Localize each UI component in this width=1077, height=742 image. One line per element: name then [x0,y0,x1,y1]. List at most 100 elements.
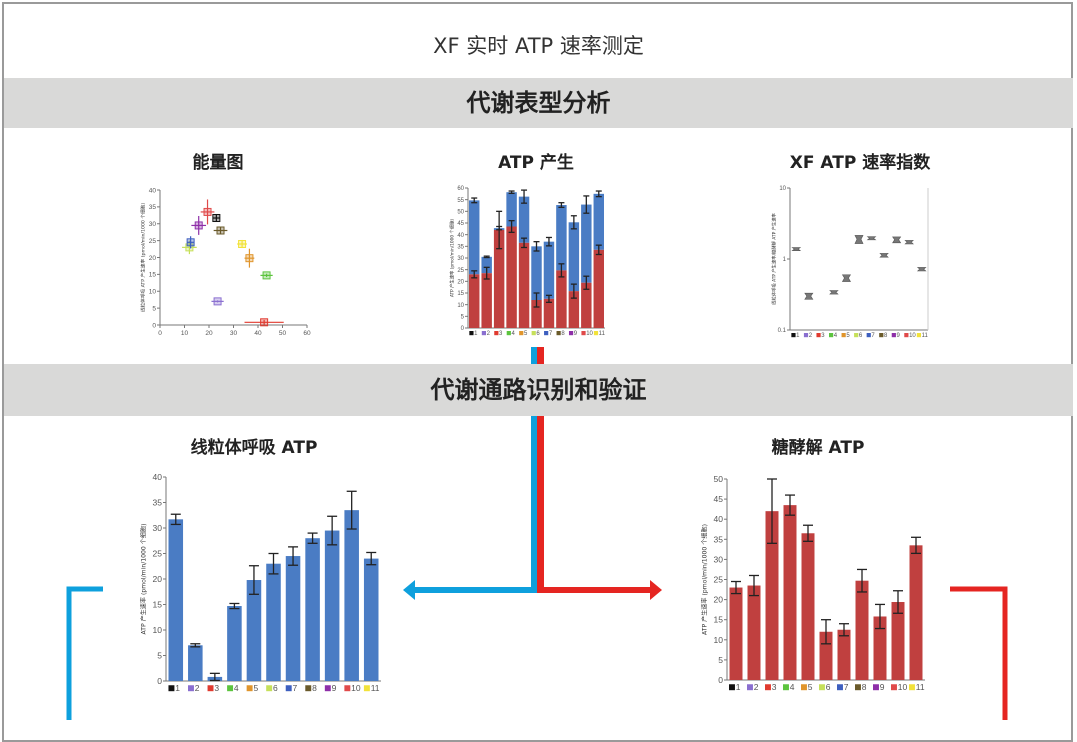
data-point-11 [238,240,247,248]
blue-connector-left [66,586,103,720]
arrow-line-blue-horizontal [412,587,537,593]
legend-swatch [891,333,896,338]
y-tick-label: 15 [457,291,464,297]
bar-mito-2 [481,256,492,274]
y-tick-label: 10 [457,303,464,309]
legend-swatch [266,685,273,692]
bar-mito-4 [506,192,517,227]
legend-swatch [729,684,735,691]
y-tick-label: 55 [457,198,464,204]
x-tick-label: 11 [599,331,606,337]
legend-swatch [783,684,789,691]
chart-title-atp-rate-index: XF ATP 速率指数 [789,153,931,173]
legend-swatch [837,684,843,691]
y-tick-label: 35 [457,244,464,250]
legend-swatch [747,684,753,691]
bar-glyco-2 [481,273,492,328]
x-tick-label: 3 [214,683,219,693]
legend-swatch [519,331,524,336]
x-tick-label: 9 [880,682,885,692]
legend-swatch [227,685,234,692]
y-tick-label: 30 [457,256,464,262]
bar-1 [168,519,184,681]
bar-2 [747,585,761,680]
x-tick-label: 5 [846,333,850,339]
index-point-5 [841,274,851,282]
index-point-2 [804,292,814,300]
x-tick-label: 10 [586,331,593,337]
x-tick-label: 10 [351,683,361,693]
x-tick-label: 5 [808,682,813,692]
x-tick-label: 8 [561,331,565,337]
flow-arrows [66,347,1008,720]
x-tick-label: 11 [371,683,380,693]
red-connector-right [950,586,1008,720]
legend-swatch [855,684,861,691]
x-tick-label: 50 [279,330,287,337]
x-tick-label: 1 [474,331,478,337]
y-tick-label: 0 [152,322,156,329]
data-point-6 [185,243,194,252]
bar-mito-6 [531,246,542,300]
x-tick-label: 4 [234,683,239,693]
data-point-4 [262,271,271,280]
legend-swatch [791,333,796,338]
x-tick-label: 2 [487,331,491,337]
legend-swatch [854,333,859,338]
legend-swatch [531,331,536,336]
x-tick-label: 10 [181,330,189,337]
x-tick-label: 1 [175,683,180,693]
legend-swatch [568,331,574,336]
bar-8 [305,538,320,681]
y-tick-label: 35 [149,204,157,211]
chart-title-mito-atp: 线粒体呼吸 ATP [190,438,318,458]
x-tick-label: 2 [754,682,759,692]
bar-6 [266,563,281,681]
y-tick-label: 30 [714,554,724,564]
energy-map-chart: 0 5 10 15 20 25 30 35 40 线粒体呼吸 ATP 产生速率 (pmol/min… [139,187,311,337]
bar-glyco-6 [531,300,542,328]
data-point-2 [213,297,222,306]
legend-swatch [909,684,915,691]
x-tick-label: 20 [205,330,213,337]
x-tick-label: 4 [834,333,838,339]
y-tick-label: 20 [153,574,163,584]
y-tick-label: 20 [714,595,724,605]
y-tick-label: 30 [149,221,157,228]
bar-glyco-9 [568,291,580,328]
y-tick-label: 45 [714,494,724,504]
bar-mito-1 [469,200,480,275]
bar-mito-8 [556,205,567,271]
legend-swatch [904,333,909,338]
data-point-8 [216,226,225,235]
atp-rate-index-chart: 0.1 1 10 线粒体呼吸 ATP 产生速率/糖酵解 ATP 产生速率 1 2 3 4 5 6 7… [771,186,929,339]
y-tick-label: 15 [149,272,157,279]
y-tick-label: 20 [149,255,157,262]
bar-10 [344,510,359,681]
bar-7 [285,556,301,681]
x-tick-label: 3 [772,682,777,692]
data-point-3 [260,318,269,327]
bar-3 [765,511,779,680]
x-tick-label: 8 [312,683,317,693]
legend-swatch [324,685,331,692]
y-tick-label: 1 [783,257,787,263]
x-tick-label: 7 [549,331,553,337]
legend-swatch [469,331,474,336]
bar-mito-9 [568,222,580,292]
legend-swatch [593,331,599,336]
x-tick-label: 1 [736,682,741,692]
legend-swatch [305,685,312,692]
legend-swatch [506,331,511,336]
y-axis-label: 线粒体呼吸 ATP 产生速率 (pmol/min/1000 个细胞) [139,203,146,312]
bar-11 [909,545,923,680]
y-tick-label: 40 [714,514,724,524]
y-tick-label: 50 [457,209,464,215]
y-tick-label: 25 [153,548,163,558]
bar-mito-10 [581,204,592,283]
legend-swatch [866,333,871,338]
bar-mito-11 [593,193,604,250]
